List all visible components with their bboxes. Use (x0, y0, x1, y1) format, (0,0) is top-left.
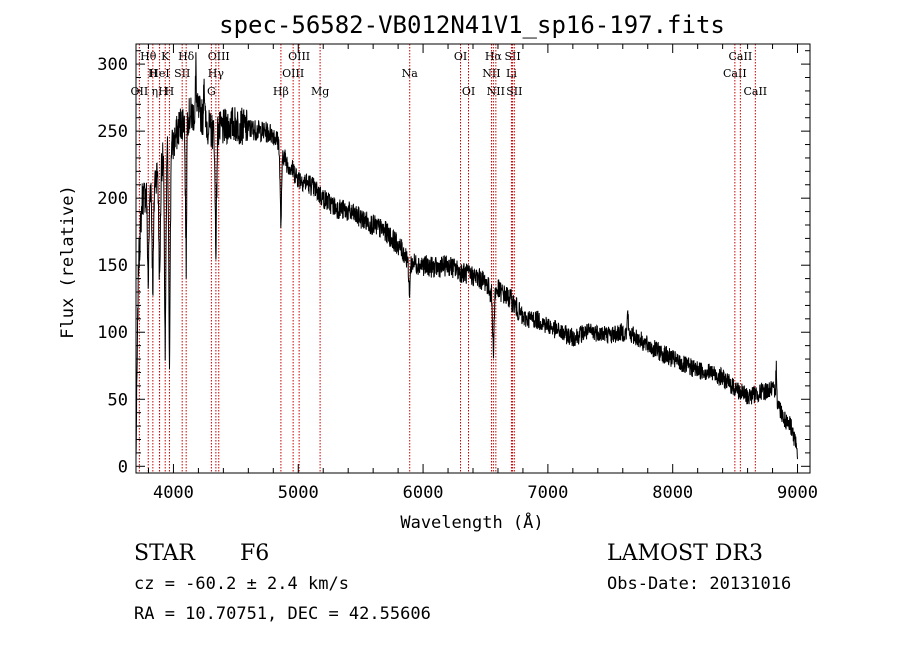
spectral-line-label: OIII (208, 50, 230, 63)
survey-label: LAMOST DR3 (607, 541, 763, 566)
axes: 4000 5000 6000 7000 8000 9000 0 50 100 150 200 250 3… (97, 44, 818, 503)
y-tick-label: 300 (97, 55, 128, 75)
x-axis-label: Wavelength (Å) (400, 511, 543, 533)
object-class: STAR (134, 541, 196, 566)
spectral-line-label: G (207, 85, 216, 98)
x-tick-label: 9000 (777, 483, 818, 503)
spectrum-series (135, 52, 798, 460)
velocity-text: cz = -60.2 ± 2.4 km/s (134, 574, 349, 594)
spectral-line-label: CaII (723, 67, 747, 80)
spectral-line-label: CaII (729, 50, 753, 63)
y-axis-label: Flux (relative) (58, 185, 78, 339)
spectral-line-label: NII (487, 85, 505, 98)
y-tick-label: 150 (97, 256, 128, 276)
plot-frame (135, 43, 811, 474)
x-tick-label: 4000 (153, 483, 194, 503)
spectral-line-label: SII (506, 85, 522, 98)
spectral-line-label: H (165, 85, 175, 98)
spectral-line-label: Hα (485, 50, 503, 63)
spectral-line-label: Hβ (273, 85, 289, 98)
coordinates-text: RA = 10.70751, DEC = 42.55606 (134, 604, 431, 624)
spectral-line-label: Na (402, 67, 419, 80)
spectral-line-label: Li (506, 67, 517, 80)
spectrum-line (135, 52, 798, 460)
spectral-line-label: Hδ (178, 50, 195, 63)
spectral-line-label: CaII (743, 85, 767, 98)
spectral-line-label: K (161, 50, 170, 63)
subclass: F6 (240, 541, 269, 566)
spectral-line-label: Hθ (140, 50, 157, 63)
spectral-line-label: SII (174, 67, 190, 80)
obs-date-text: Obs-Date: 20131016 (607, 574, 791, 594)
chart-title: spec-56582-VB012N41V1_sp16-197.fits (219, 11, 725, 39)
spectral-line-label: Hγ (208, 67, 225, 80)
y-tick-label: 200 (97, 189, 128, 209)
spectral-line-label: Mg (311, 85, 329, 98)
y-tick-label: 250 (97, 122, 128, 142)
spectral-line-label: NII (482, 67, 500, 80)
spectral-line-label: OIII (288, 50, 310, 63)
x-tick-label: 6000 (403, 483, 444, 503)
y-tick-label: 0 (118, 457, 128, 477)
spectral-line-label: OI (454, 50, 467, 63)
spectral-line-label: OI (462, 85, 475, 98)
spectral-line-label: HeI (149, 67, 169, 80)
spectral-line-label: SII (504, 50, 520, 63)
y-tick-label: 50 (108, 390, 128, 410)
y-tick-label: 100 (97, 323, 128, 343)
spectral-line-label: OIII (282, 67, 304, 80)
spectral-line-label: OII (131, 85, 149, 98)
spectral-line-label: ηH (151, 85, 167, 98)
x-tick-label: 8000 (652, 483, 693, 503)
spectral-line-label: H (148, 67, 158, 80)
x-tick-label: 7000 (527, 483, 568, 503)
x-tick-label: 5000 (278, 483, 319, 503)
